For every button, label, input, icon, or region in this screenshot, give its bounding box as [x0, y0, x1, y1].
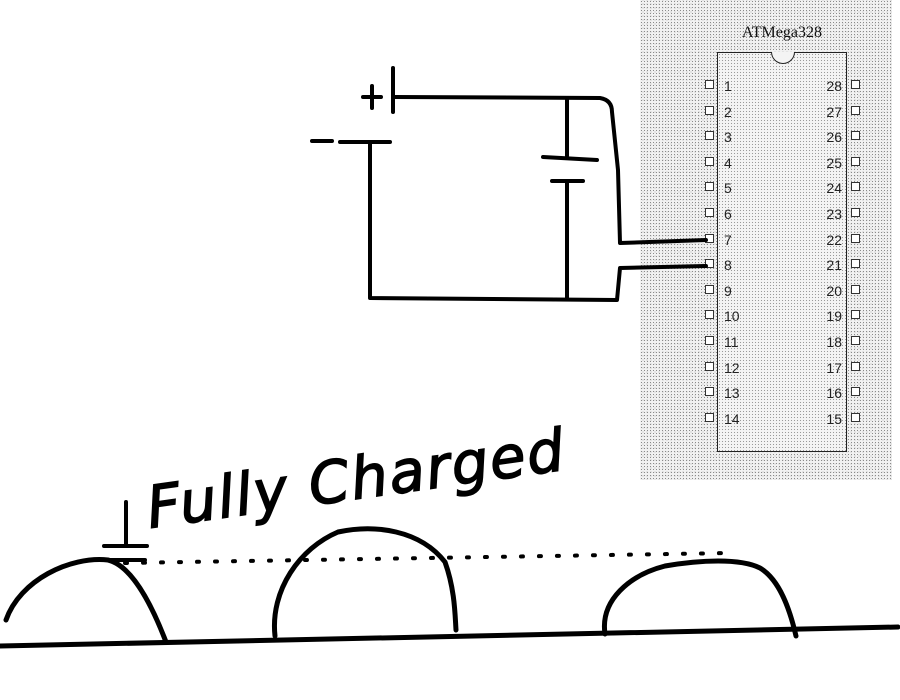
pin-number: 6	[724, 206, 732, 222]
wire-bottom	[368, 140, 708, 302]
pin-number: 22	[826, 231, 842, 248]
pin-number: 14	[724, 410, 740, 427]
pin-number: 5	[724, 180, 732, 197]
pin-number: 3	[724, 129, 732, 146]
wire-top	[393, 95, 708, 245]
pin-number: 15	[826, 410, 842, 427]
pin-pad	[851, 233, 860, 243]
pin-pad	[705, 387, 714, 397]
pin-pad	[851, 80, 860, 89]
pin-number: 11	[724, 334, 739, 350]
pin-number: 17	[826, 359, 842, 376]
pin-number: 19	[826, 308, 842, 325]
chip-title: ATMega328	[742, 24, 822, 41]
hump-3	[601, 558, 799, 639]
pin-pad	[705, 336, 714, 345]
hump-2	[271, 526, 459, 639]
pin-pad	[851, 131, 860, 141]
capacitor-plate-top	[541, 155, 599, 162]
level-line	[123, 551, 732, 565]
pin-pad	[851, 156, 860, 166]
pin-pad	[851, 259, 860, 269]
charge-graph	[0, 526, 900, 649]
pin-number: 7	[724, 231, 732, 248]
pin-number: 12	[724, 359, 740, 376]
pin-pad	[705, 156, 714, 166]
pin-number: 16	[826, 385, 842, 402]
pin-number: 25	[826, 154, 842, 171]
pin-pad	[851, 105, 860, 115]
pin-pad	[705, 131, 714, 141]
pin-pad	[851, 208, 860, 217]
pin-pad	[705, 310, 714, 320]
pin-number: 21	[826, 257, 842, 274]
pin-number: 10	[724, 308, 740, 325]
pin-number: 27	[826, 103, 842, 120]
pin-pad	[705, 412, 714, 422]
pin-number: 26	[826, 129, 842, 146]
pin-pad	[851, 182, 860, 192]
pin-number: 20	[826, 282, 842, 299]
fully-charged-label: Fully Charged	[142, 416, 569, 542]
pin-pad	[851, 412, 860, 422]
battery-labels	[310, 84, 383, 143]
pin-number: 28	[826, 78, 842, 94]
level-marker	[102, 500, 149, 562]
baseline	[0, 624, 900, 649]
pin-number: 18	[826, 334, 842, 350]
pin-pad	[705, 208, 714, 217]
pin-number: 9	[724, 282, 732, 299]
pin-pad	[851, 284, 860, 294]
pin-pad	[705, 361, 714, 371]
pin-number: 2	[724, 103, 732, 120]
hump-1	[3, 557, 169, 645]
full-charge-level	[123, 551, 732, 565]
pin-pad	[705, 105, 714, 115]
pin-pad	[705, 259, 714, 269]
pin-number: 4	[724, 154, 732, 171]
circuit	[338, 66, 708, 302]
pin-number: 24	[826, 180, 842, 197]
pin-pad	[851, 336, 860, 345]
pin-pad	[705, 182, 714, 192]
pin-pad	[851, 310, 860, 320]
chip-body	[717, 52, 847, 452]
pin-number: 8	[724, 257, 732, 274]
pin-pad	[851, 387, 860, 397]
pin-number: 1	[724, 78, 732, 94]
pin-pad	[705, 80, 714, 89]
pin-pad	[705, 284, 714, 294]
pin-number: 13	[724, 385, 740, 402]
pin-pad	[851, 361, 860, 371]
pin-number: 23	[826, 206, 842, 222]
